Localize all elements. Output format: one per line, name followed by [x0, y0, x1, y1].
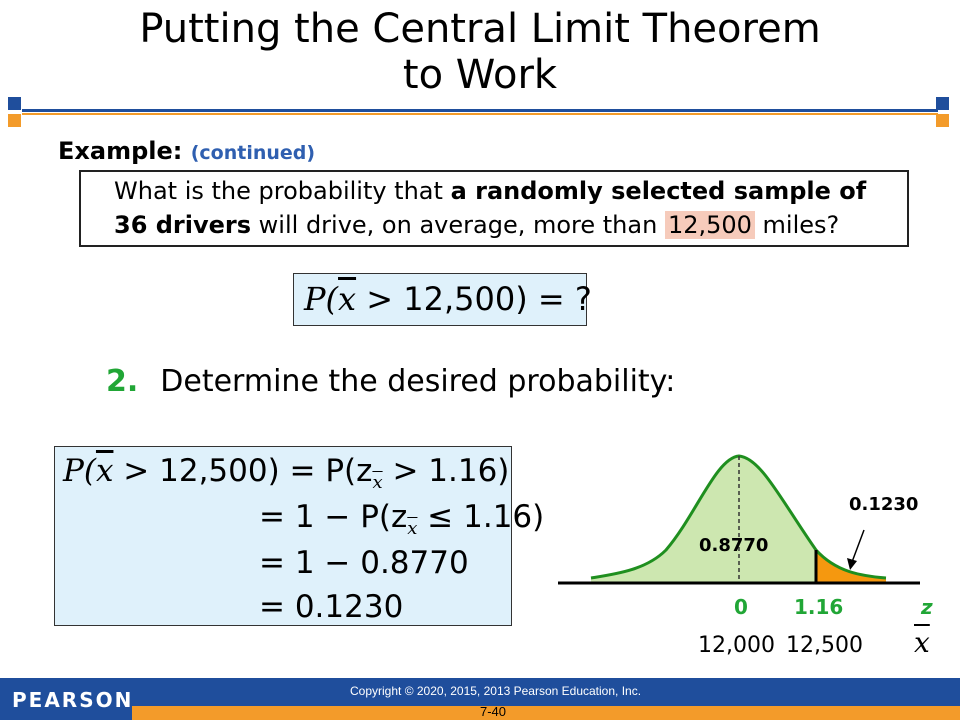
- z-zero-label: 0: [734, 595, 748, 619]
- example-continued: (continued): [190, 142, 316, 164]
- title-rule-orange: [22, 113, 938, 115]
- step-text: Determine the desired probability:: [160, 364, 676, 399]
- footer-brand-block: [0, 678, 132, 720]
- z-value-label: 1.16: [794, 595, 844, 619]
- pointer-arrow-head: [847, 558, 857, 570]
- calc-text-2b: ≤ 1.16): [417, 499, 545, 535]
- z-axis-label: z: [921, 595, 933, 619]
- footer-bar-blue: [0, 678, 960, 706]
- example-label: Example:: [58, 137, 183, 165]
- normal-curve-graph: 0.8770 0.1230: [558, 454, 920, 585]
- x-mean-label: 12,000: [698, 633, 775, 658]
- question-line-2: 36 drivers will drive, on average, more …: [114, 208, 839, 242]
- example-heading: Example: (continued): [58, 137, 315, 165]
- question-text-1: What is the probability that: [114, 177, 451, 205]
- x-axis-label: x: [914, 626, 930, 659]
- probability-question-box: P(x > 12,500) = ?: [293, 273, 592, 326]
- slide-title-line2: to Work: [402, 52, 558, 98]
- prob-p: P(: [304, 280, 339, 318]
- pearson-logo: PEARSON: [12, 688, 134, 712]
- right-area-fill: [816, 550, 886, 582]
- prob-rest: > 12,500) = ?: [356, 280, 592, 318]
- calc-line-3: = 1 − 0.8770: [259, 545, 469, 581]
- left-area-fill: [591, 456, 816, 582]
- question-line-1: What is the probability that a randomly …: [114, 174, 866, 208]
- x-value-label: 12,500: [786, 633, 863, 658]
- calc-line-1: P(x > 12,500) = P(zx > 1.16): [63, 451, 509, 503]
- question-bold-2: 36 drivers: [114, 211, 252, 239]
- slide-title-line1: Putting the Central Limit Theorem: [139, 6, 821, 52]
- step-number: 2.: [106, 364, 139, 399]
- page-number: 7-40: [480, 704, 507, 719]
- probability-question: P(x > 12,500) = ?: [304, 278, 592, 320]
- title-rule-blue: [22, 109, 938, 112]
- question-text-2: will drive, on average, more than: [251, 211, 665, 239]
- prob-xbar: x: [338, 280, 357, 318]
- question-box: What is the probability that a randomly …: [79, 170, 909, 247]
- slide-title: Putting the Central Limit Theorem to Wor…: [0, 6, 960, 98]
- question-bold-1: a randomly selected sample of: [450, 177, 867, 205]
- corner-square-orange-left: [8, 114, 21, 127]
- right-area-label: 0.1230: [849, 494, 918, 515]
- pointer-arrow-line: [851, 529, 865, 563]
- step-heading: 2. Determine the desired probability:: [106, 364, 675, 399]
- corner-square-orange-right: [936, 114, 949, 127]
- calc-sub-2: x: [407, 518, 418, 540]
- footer-bar-orange: [130, 706, 960, 720]
- calculation-box: P(x > 12,500) = P(zx > 1.16) = 1 − P(zx …: [54, 446, 544, 626]
- question-highlight: 12,500: [664, 211, 755, 239]
- calc-text-1c: > 1.16): [382, 453, 510, 489]
- left-area-label: 0.8770: [699, 535, 768, 556]
- copyright-text: Copyright © 2020, 2015, 2013 Pearson Edu…: [350, 684, 642, 698]
- calc-p: P(: [63, 453, 96, 489]
- calc-text-1b: > 12,500) = P(z: [113, 453, 373, 489]
- corner-square-blue-right: [936, 97, 949, 110]
- question-text-3: miles?: [754, 211, 840, 239]
- calc-line-4: = 0.1230: [259, 589, 404, 625]
- calc-xbar: x: [95, 453, 114, 489]
- corner-square-blue-left: [8, 97, 21, 110]
- calc-line-2: = 1 − P(zx ≤ 1.16): [259, 497, 544, 549]
- calc-text-2a: = 1 − P(z: [259, 499, 408, 535]
- calc-sub-1: x: [372, 472, 383, 494]
